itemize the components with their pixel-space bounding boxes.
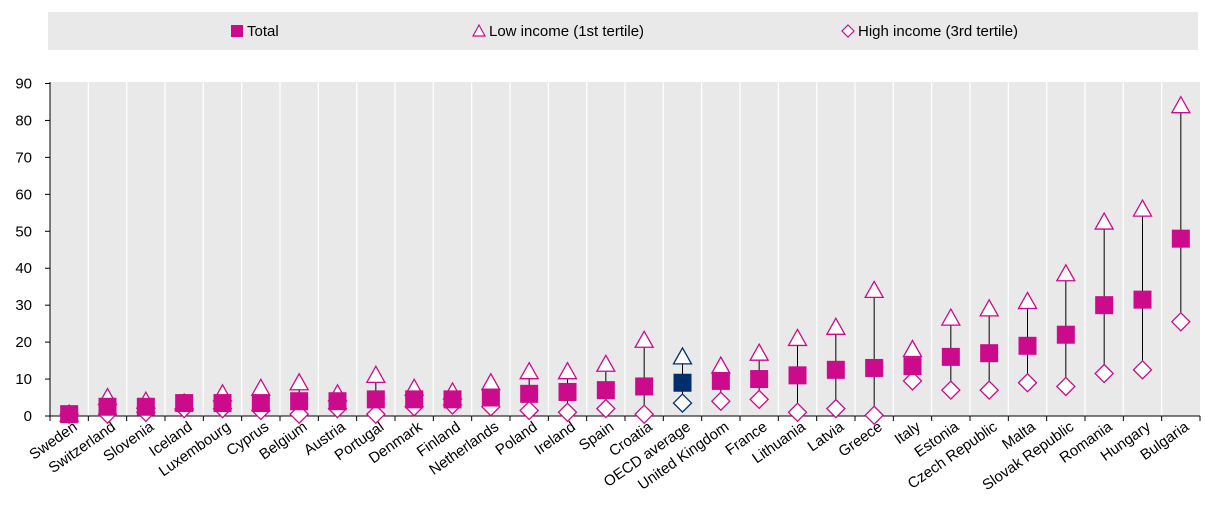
total-point <box>213 394 232 413</box>
total-point <box>1056 325 1075 344</box>
total-point <box>980 344 999 363</box>
legend-label: High income (3rd tertile) <box>858 23 1018 40</box>
y-tick-label: 70 <box>15 149 32 166</box>
y-tick-label: 90 <box>15 76 32 93</box>
high-income-point <box>1055 376 1076 397</box>
high-income-point <box>940 380 961 401</box>
total-point <box>366 390 385 409</box>
y-tick-label: 10 <box>15 371 32 388</box>
legend-label: Total <box>247 23 279 40</box>
y-tick-label: 80 <box>15 112 32 129</box>
total-point <box>443 390 462 409</box>
high-income-point <box>902 370 923 391</box>
high-income-point <box>1170 311 1191 332</box>
high-income-point <box>1017 372 1038 393</box>
legend-low-marker <box>471 23 487 37</box>
y-tick-label: 40 <box>15 260 32 277</box>
low-income-point <box>289 372 310 391</box>
total-point <box>60 405 79 424</box>
total-point <box>596 381 615 400</box>
grid <box>87 82 1163 416</box>
high-income-point <box>749 389 770 410</box>
high-income-point <box>825 398 846 419</box>
high-income-point <box>864 405 885 426</box>
high-income-point <box>672 393 693 413</box>
y-tick-label: 20 <box>15 334 32 351</box>
total-point <box>520 384 539 403</box>
high-income-point <box>979 380 1000 401</box>
legend-label: Low income (1st tertile) <box>489 23 644 40</box>
low-income-point <box>749 342 770 361</box>
total-point <box>558 382 577 401</box>
low-income-point <box>979 298 1000 317</box>
low-income-point <box>1170 95 1191 114</box>
total-point <box>865 358 884 377</box>
total-point <box>903 357 922 376</box>
low-income-point <box>557 361 578 380</box>
low-income-point <box>519 361 540 380</box>
legend-total-marker <box>231 25 243 37</box>
low-income-point <box>787 328 808 347</box>
low-income-point <box>672 346 693 365</box>
low-income-point <box>595 353 616 372</box>
total-point <box>673 373 692 392</box>
y-tick-label: 0 <box>24 408 32 425</box>
low-income-point <box>1055 263 1076 282</box>
total-point <box>1018 336 1037 355</box>
x-axis: SwedenSwitzerlandSloveniaIcelandLuxembou… <box>26 415 1201 494</box>
low-income-point <box>634 329 655 348</box>
y-axis: 0 10 20 30 40 50 60 70 80 90 <box>15 76 51 425</box>
marks <box>59 95 1191 426</box>
total-point <box>826 360 845 379</box>
high-income-point <box>557 402 578 423</box>
legend-high-marker <box>841 24 855 38</box>
high-income-point <box>365 404 386 425</box>
total-point <box>175 394 194 413</box>
high-income-point <box>519 400 540 421</box>
y-tick-label: 50 <box>15 223 32 240</box>
high-income-point <box>787 402 808 423</box>
low-income-point <box>1132 198 1153 217</box>
high-income-point <box>595 398 616 419</box>
low-income-point <box>1017 291 1038 310</box>
y-tick-label: 30 <box>15 297 32 314</box>
total-point <box>98 397 117 416</box>
total-point <box>328 392 347 411</box>
total-point <box>481 388 500 407</box>
total-point <box>1095 296 1114 315</box>
low-income-point <box>1094 211 1115 230</box>
high-income-point <box>1094 363 1115 384</box>
total-point <box>711 371 730 390</box>
total-point <box>290 392 309 411</box>
low-income-point <box>940 307 961 326</box>
x-tick-label: Greece <box>835 418 885 460</box>
high-income-point <box>710 391 731 412</box>
low-income-point <box>864 280 885 299</box>
total-point <box>788 366 807 385</box>
low-income-point <box>365 365 386 384</box>
high-income-point <box>1132 359 1153 380</box>
total-point <box>405 390 424 409</box>
low-income-point <box>825 317 846 335</box>
y-tick-label: 60 <box>15 186 32 203</box>
total-point <box>1171 229 1190 248</box>
total-point <box>136 397 155 416</box>
total-point <box>941 347 960 366</box>
low-income-point <box>902 339 923 358</box>
total-point <box>1133 290 1152 309</box>
legend: Total Low income (1st tertile) High income… <box>231 23 1018 40</box>
high-income-point <box>634 404 655 425</box>
x-tick-label: Poland <box>492 418 540 459</box>
total-point <box>635 377 654 396</box>
x-tick-label: Ireland <box>531 418 578 458</box>
total-point <box>251 394 270 413</box>
total-point <box>750 370 769 389</box>
